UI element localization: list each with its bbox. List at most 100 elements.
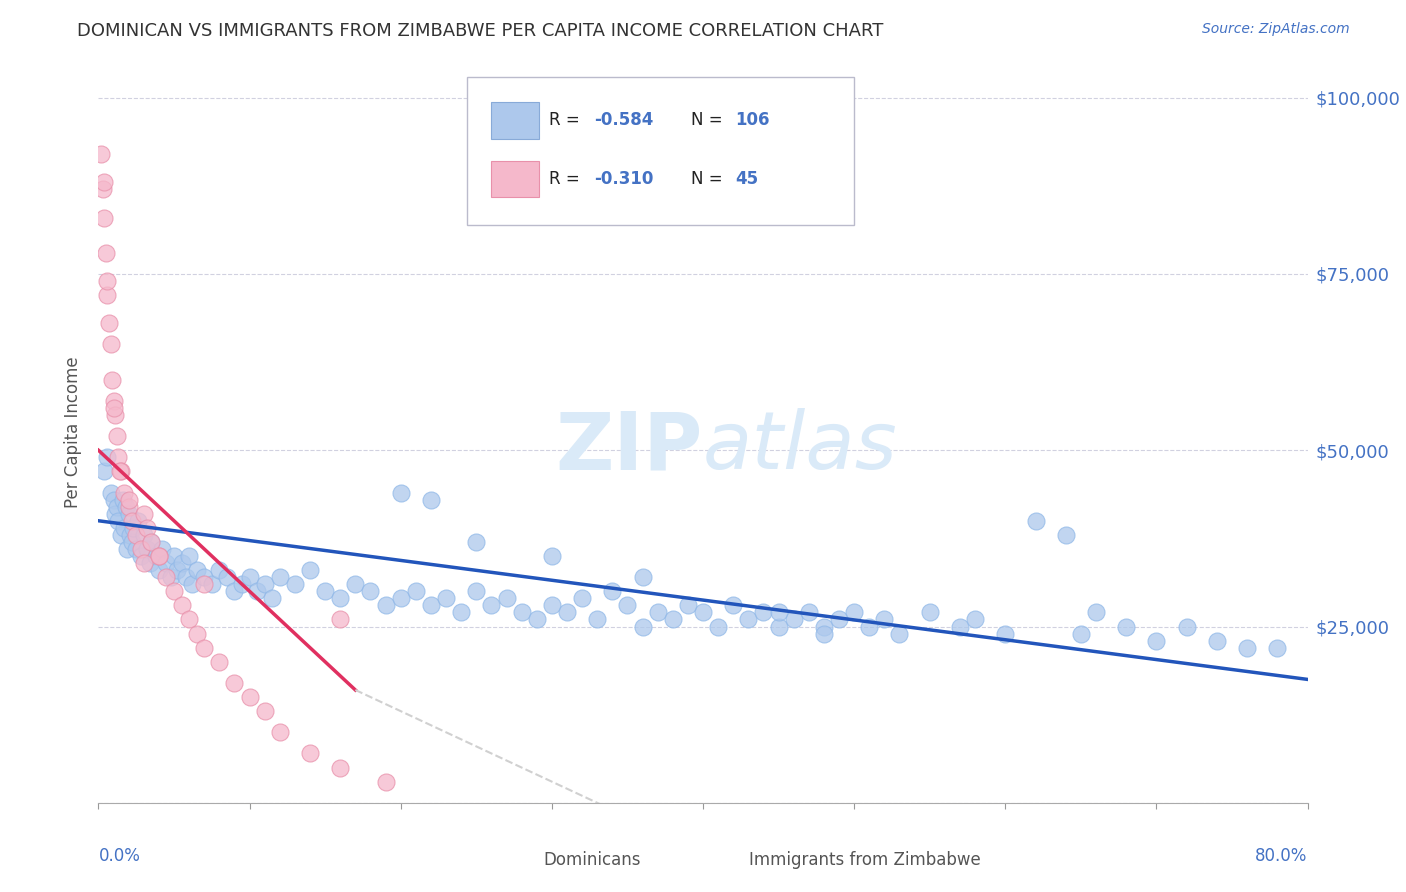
Point	[873, 612, 896, 626]
Text: 0.0%: 0.0%	[98, 847, 141, 865]
Point	[344, 577, 367, 591]
Point	[105, 500, 128, 514]
Point	[101, 373, 124, 387]
Point	[208, 655, 231, 669]
Point	[96, 450, 118, 465]
Point	[768, 619, 790, 633]
Point	[181, 577, 204, 591]
Point	[122, 521, 145, 535]
Point	[571, 591, 593, 606]
Point	[132, 507, 155, 521]
Point	[239, 690, 262, 704]
Text: DOMINICAN VS IMMIGRANTS FROM ZIMBABWE PER CAPITA INCOME CORRELATION CHART: DOMINICAN VS IMMIGRANTS FROM ZIMBABWE PE…	[77, 22, 884, 40]
Point	[813, 619, 835, 633]
Point	[108, 464, 131, 478]
Text: ZIP: ZIP	[555, 409, 703, 486]
Point	[93, 175, 115, 189]
Point	[179, 612, 201, 626]
Point	[602, 584, 624, 599]
Point	[125, 541, 148, 556]
Point	[132, 528, 155, 542]
Point	[405, 584, 427, 599]
Point	[246, 584, 269, 599]
Point	[797, 606, 820, 620]
Point	[1236, 640, 1258, 655]
Point	[768, 606, 790, 620]
Point	[540, 549, 562, 563]
Point	[148, 563, 170, 577]
Point	[481, 599, 503, 613]
Point	[231, 577, 253, 591]
Point	[139, 556, 162, 570]
Point	[965, 612, 987, 626]
Point	[844, 606, 866, 620]
Point	[465, 535, 488, 549]
Point	[631, 619, 654, 633]
Point	[96, 274, 118, 288]
Point	[93, 211, 115, 225]
Point	[707, 619, 730, 633]
Point	[1267, 640, 1289, 655]
Point	[105, 429, 128, 443]
Point	[616, 599, 638, 613]
Point	[103, 492, 125, 507]
Point	[1206, 633, 1229, 648]
Point	[284, 577, 307, 591]
Point	[329, 760, 352, 774]
Point	[510, 606, 533, 620]
Point	[94, 245, 117, 260]
Point	[121, 514, 143, 528]
Point	[495, 591, 517, 606]
Point	[170, 599, 193, 613]
Point	[103, 401, 125, 415]
FancyBboxPatch shape	[495, 845, 536, 876]
Point	[100, 337, 122, 351]
Point	[450, 606, 472, 620]
Point	[1115, 619, 1137, 633]
Text: Immigrants from Zimbabwe: Immigrants from Zimbabwe	[749, 851, 981, 869]
Point	[174, 570, 197, 584]
Point	[1085, 606, 1108, 620]
Point	[239, 570, 262, 584]
Point	[1175, 619, 1198, 633]
Point	[179, 549, 201, 563]
Point	[374, 599, 396, 613]
Point	[163, 584, 186, 599]
Point	[163, 549, 186, 563]
Point	[135, 521, 157, 535]
FancyBboxPatch shape	[492, 103, 538, 138]
Point	[118, 507, 141, 521]
Point	[269, 725, 291, 739]
Point	[170, 556, 193, 570]
Point	[112, 521, 135, 535]
Point	[112, 485, 135, 500]
Point	[526, 612, 548, 626]
Point	[647, 606, 669, 620]
FancyBboxPatch shape	[700, 845, 742, 876]
Text: atlas: atlas	[703, 409, 898, 486]
Point	[1024, 514, 1046, 528]
Point	[723, 599, 745, 613]
Point	[186, 563, 208, 577]
Point	[434, 591, 457, 606]
FancyBboxPatch shape	[492, 161, 538, 197]
Point	[111, 492, 134, 507]
Point	[148, 549, 170, 563]
Point	[141, 535, 163, 549]
Point	[118, 500, 141, 514]
Point	[918, 606, 941, 620]
Point	[224, 676, 246, 690]
Point	[155, 570, 177, 584]
Point	[166, 563, 188, 577]
Point	[299, 747, 322, 761]
Point	[208, 563, 231, 577]
Point	[145, 549, 167, 563]
Point	[193, 570, 215, 584]
Point	[201, 577, 224, 591]
Point	[107, 450, 129, 465]
Text: -0.310: -0.310	[595, 169, 654, 187]
Point	[135, 541, 157, 556]
Point	[127, 514, 149, 528]
Point	[215, 570, 238, 584]
Point	[540, 599, 562, 613]
